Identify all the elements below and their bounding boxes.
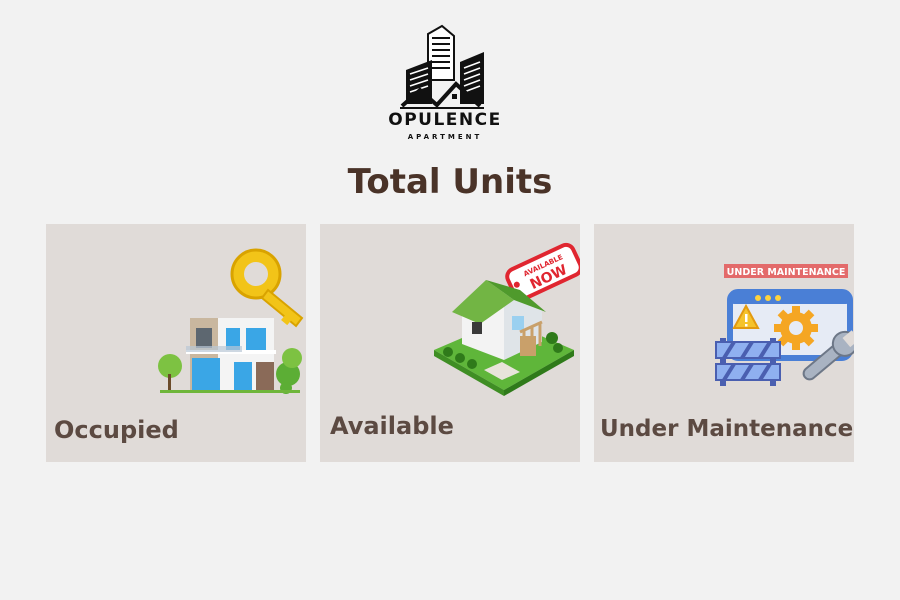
maintenance-banner-text: UNDER MAINTENANCE [727, 267, 846, 278]
house-with-key-icon [158, 248, 304, 394]
occupied-card[interactable]: Occupied [46, 224, 306, 462]
building-logo-icon [400, 24, 484, 109]
card-label-occupied: Occupied [54, 416, 179, 444]
card-label-available: Available [330, 412, 454, 440]
under-maintenance-card[interactable]: UNDER MAINTENANCE [594, 224, 854, 462]
card-label-under-maintenance: Under Maintenance [600, 416, 854, 442]
page-title: Total Units [347, 162, 553, 202]
house-available-now-icon: AVAILABLE NOW [434, 242, 580, 396]
brand-name: OPULENCE [388, 110, 502, 130]
brand-tagline: APARTMENT [407, 133, 483, 141]
brand-logo: OPULENCE APARTMENT [380, 22, 510, 147]
maintenance-tools-icon: UNDER MAINTENANCE [715, 264, 854, 386]
available-card[interactable]: AVAILABLE NOW Available [320, 224, 580, 462]
